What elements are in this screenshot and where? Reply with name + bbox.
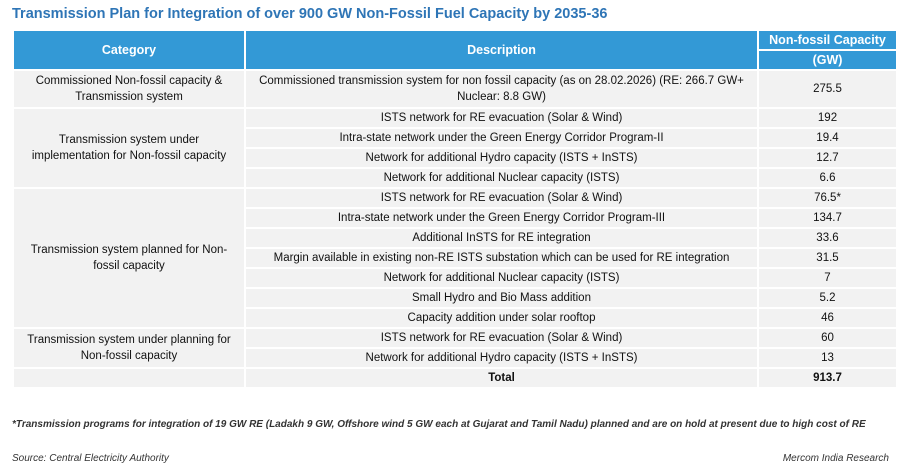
row: Margin available in existing non-RE ISTS… — [13, 247, 898, 269]
header-cell: Description — [244, 29, 759, 71]
row: Transmission system under planning for N… — [12, 327, 898, 369]
title: Transmission Plan for Integration of ove… — [12, 6, 608, 22]
total-label: Total — [244, 367, 759, 389]
value-cell: 192 — [757, 107, 898, 129]
value-cell: 5.2 — [757, 287, 898, 309]
credit: Mercom India Research — [782, 453, 889, 464]
value-cell: 33.6 — [757, 227, 898, 249]
value-cell: 12.7 — [757, 147, 898, 169]
row: Commissioned Non-fossil capacity & Trans… — [12, 69, 898, 109]
value-cell: 19.4 — [757, 127, 898, 149]
description-cell: Capacity addition under solar rooftop — [244, 307, 759, 329]
row: Transmission system under implementation… — [12, 107, 898, 189]
footnote: *Transmission programs for integration o… — [12, 419, 866, 430]
value-cell: 13 — [757, 347, 898, 369]
total-row: Total 913.7 — [12, 367, 898, 389]
row: Transmission system planned for Non-foss… — [12, 187, 898, 329]
category-cell: Commissioned Non-fossil capacity & Trans… — [12, 69, 246, 109]
description-cell: Small Hydro and Bio Mass addition — [244, 287, 759, 309]
value-cell: 76.5* — [757, 187, 898, 209]
table: Category Description Non-fossil Capacity… — [12, 29, 898, 389]
value-cell: 60 — [757, 327, 898, 349]
row: Network for additional Hydro capacity (I… — [13, 147, 898, 169]
description-cell: ISTS network for RE evacuation (Solar & … — [244, 187, 759, 209]
description-cell: Network for additional Hydro capacity (I… — [244, 347, 759, 369]
category-cell: Transmission system under implementation… — [12, 107, 246, 189]
description-cell: Network for additional Nuclear capacity … — [244, 267, 759, 289]
row: Additional InSTS for RE integration 33.6 — [13, 227, 898, 249]
description-cell: ISTS network for RE evacuation (Solar & … — [244, 107, 759, 129]
description-cell: Intra-state network under the Green Ener… — [244, 127, 759, 149]
description-cell: Intra-state network under the Green Ener… — [244, 207, 759, 229]
value-cell: 134.7 — [757, 207, 898, 229]
row: Small Hydro and Bio Mass addition 5.2 — [13, 287, 898, 309]
header-cell: Category — [12, 29, 246, 71]
value-cell: 6.6 — [757, 167, 898, 189]
description-cell: Network for additional Nuclear capacity … — [244, 167, 759, 189]
empty-cell — [12, 367, 246, 389]
row: Network for additional Hydro capacity (I… — [13, 347, 898, 369]
description-cell: Commissioned transmission system for non… — [244, 69, 759, 109]
row: Network for additional Nuclear capacity … — [13, 167, 898, 189]
value-cell: 46 — [757, 307, 898, 329]
total-value: 913.7 — [757, 367, 898, 389]
value-cell: 275.5 — [757, 69, 898, 109]
row: Intra-state network under the Green Ener… — [13, 207, 898, 229]
header-cell: Non-fossil Capacity — [757, 29, 898, 51]
header-cell: (GW) — [757, 49, 898, 71]
row: Network for additional Nuclear capacity … — [13, 267, 898, 289]
category-cell: Transmission system under planning for N… — [12, 327, 246, 369]
value-cell: 7 — [757, 267, 898, 289]
source: Source: Central Electricity Authority — [12, 453, 169, 464]
value-cell: 31.5 — [757, 247, 898, 269]
category-cell: Transmission system planned for Non-foss… — [12, 187, 246, 329]
description-cell: ISTS network for RE evacuation (Solar & … — [244, 327, 759, 349]
row: Intra-state network under the Green Ener… — [13, 127, 898, 149]
description-cell: Margin available in existing non-RE ISTS… — [244, 247, 759, 269]
row: Capacity addition under solar rooftop 46 — [13, 307, 898, 329]
description-cell: Additional InSTS for RE integration — [244, 227, 759, 249]
description-cell: Network for additional Hydro capacity (I… — [244, 147, 759, 169]
